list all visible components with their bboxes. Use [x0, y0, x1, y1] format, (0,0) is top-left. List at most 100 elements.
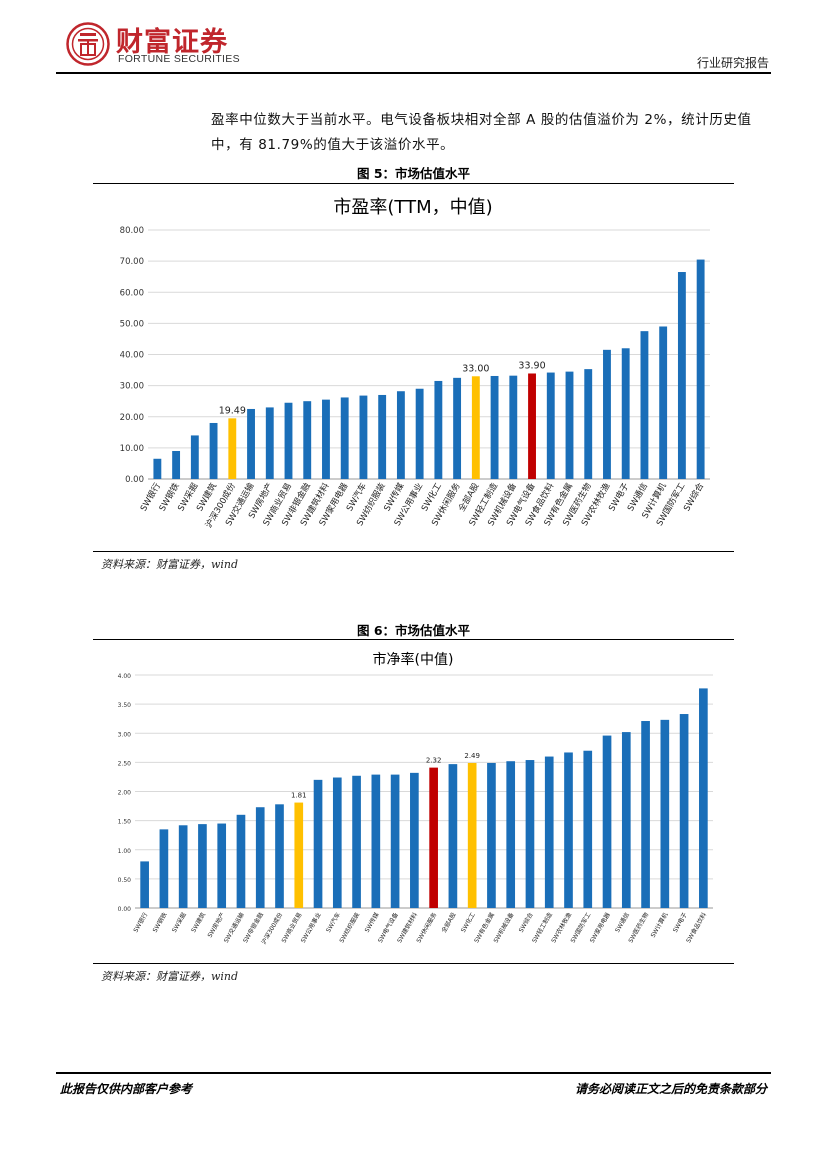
bar — [322, 399, 330, 479]
bar — [153, 458, 162, 479]
figure-5-bottom-rule — [93, 551, 734, 552]
bar — [410, 772, 419, 908]
pb-ratio-chart: 市净率(中值) 0.00 0.50 1.00 1.50 2.00 2.50 3.00 3.50 4… — [118, 651, 713, 946]
y-tick-label: 4.00 — [118, 673, 132, 680]
bar — [371, 774, 381, 908]
bar — [546, 372, 555, 479]
x-category-label: SW传媒 — [363, 911, 381, 934]
bar — [159, 829, 169, 908]
bar — [525, 760, 535, 908]
data-label: 2.49 — [464, 752, 480, 760]
bar — [255, 807, 265, 908]
data-label: 19.49 — [219, 405, 246, 416]
y-tick-label: 60.00 — [120, 288, 144, 298]
bar — [140, 861, 149, 908]
y-tick-label: 3.50 — [118, 702, 132, 709]
bar — [621, 348, 630, 479]
body-text-line-1: 盈率中位数大于当前水平。电气设备板块相对全部 A 股的估值溢价为 2%，统计历史… — [211, 112, 752, 128]
x-category-label: SW电子 — [671, 911, 689, 934]
data-label: 2.32 — [426, 757, 442, 765]
bar — [265, 407, 274, 479]
bar — [544, 756, 554, 908]
fortune-securities-logo-icon — [66, 22, 110, 66]
x-category-label: SW计算机 — [649, 911, 670, 939]
bar — [434, 380, 443, 479]
bar — [659, 326, 668, 479]
bar — [696, 259, 705, 479]
y-tick-label: 80.00 — [120, 226, 144, 236]
figure-6-bottom-rule — [93, 963, 734, 964]
bar — [294, 802, 304, 908]
y-tick-label: 10.00 — [120, 444, 144, 454]
bar — [190, 435, 199, 479]
bar — [677, 272, 686, 479]
y-tick-label: 20.00 — [120, 413, 144, 423]
y-tick-label: 30.00 — [120, 382, 144, 392]
bar — [509, 375, 518, 479]
chart-title: 市净率(中值) — [373, 651, 454, 668]
bar — [275, 804, 284, 908]
x-category-label: SW房地产 — [206, 911, 227, 939]
bar — [284, 402, 293, 479]
bar — [359, 395, 368, 479]
bar — [564, 752, 573, 908]
bar — [332, 777, 342, 908]
footer-disclaimer-left: 此报告仅供内部客户参考 — [60, 1082, 193, 1096]
bar — [217, 823, 227, 908]
x-category-label: SW综合 — [517, 911, 535, 934]
x-category-label: SW建筑 — [189, 911, 207, 934]
y-tick-label: 40.00 — [120, 351, 144, 361]
bar — [448, 764, 458, 908]
bar — [415, 388, 424, 479]
y-tick-label: 0.00 — [118, 906, 132, 913]
body-text-line-2: 中，有 81.79%的值大于该溢价水平。 — [211, 137, 455, 153]
y-tick-label: 50.00 — [120, 319, 144, 329]
report-type-label: 行业研究报告 — [696, 56, 769, 70]
bar — [172, 450, 181, 479]
figure-6-source: 资料来源：财富证券，wind — [101, 970, 239, 983]
y-tick-label: 2.00 — [118, 790, 132, 797]
bar — [178, 825, 188, 908]
figure-5-top-rule — [93, 183, 734, 184]
bar — [236, 814, 246, 908]
bar — [471, 376, 480, 479]
x-category-label: SW汽车 — [324, 911, 342, 934]
x-category-label: 全部A股 — [440, 911, 458, 934]
bar — [621, 732, 631, 908]
data-label: 1.81 — [291, 792, 307, 800]
figure-5-source: 资料来源：财富证券，wind — [101, 558, 239, 571]
x-category-label: SW银行 — [132, 911, 150, 934]
figure-6-top-rule — [93, 639, 734, 640]
y-tick-label: 1.50 — [118, 819, 132, 826]
data-label: 33.90 — [518, 360, 545, 371]
chart-title: 市盈率(TTM，中值) — [333, 197, 492, 218]
brand-name-en: FORTUNE SECURITIES — [118, 53, 240, 65]
footer-disclaimer-right: 请务必阅读正文之后的免责条款部分 — [574, 1082, 767, 1096]
y-tick-label: 1.00 — [118, 848, 132, 855]
figure-5-caption: 图 5：市场估值水平 — [356, 166, 471, 181]
bar — [198, 824, 207, 908]
bar — [640, 331, 649, 479]
x-category-label: SW采掘 — [170, 911, 188, 934]
brand-name-cn: 财富证券 — [116, 27, 228, 58]
bar — [487, 762, 496, 908]
bar — [340, 397, 349, 479]
bar — [467, 762, 477, 908]
bar — [396, 391, 405, 479]
footer-divider — [56, 1072, 771, 1074]
bar — [679, 714, 689, 908]
bar — [603, 349, 611, 479]
x-category-label: SW化工 — [459, 911, 477, 934]
figure-6-caption: 图 6：市场估值水平 — [356, 623, 471, 638]
x-category-label: SW通信 — [613, 911, 631, 934]
bar — [429, 767, 438, 908]
bar — [565, 371, 574, 479]
bar — [583, 750, 593, 908]
bar — [528, 373, 536, 479]
pe-ratio-chart: 市盈率(TTM，中值) 0.00 10.00 20.00 30.00 40.00 50.00… — [120, 197, 710, 530]
bar — [602, 735, 612, 908]
y-tick-label: 0.00 — [125, 475, 144, 485]
header-divider — [56, 72, 771, 74]
y-tick-label: 2.50 — [118, 760, 132, 767]
y-tick-label: 3.00 — [118, 731, 132, 738]
